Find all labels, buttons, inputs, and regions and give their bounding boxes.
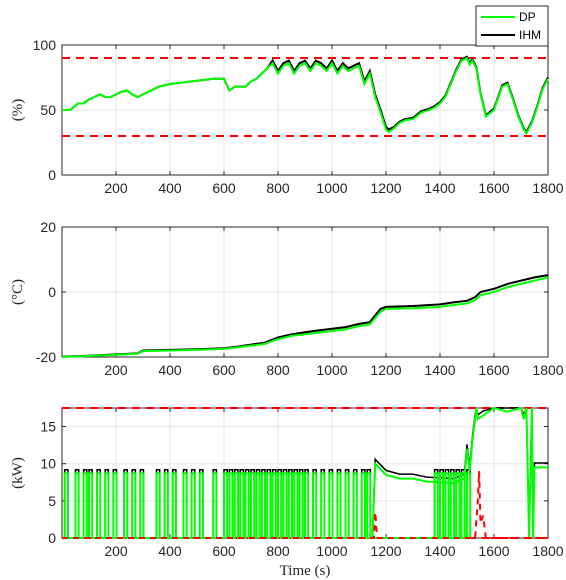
y-tick-label: 20 [40,219,56,235]
x-tick-label: 1600 [478,362,509,378]
y-tick-label: -20 [36,349,56,365]
x-tick-label: 200 [104,362,128,378]
y-tick-label: 100 [33,37,57,53]
series-red-dashed [62,471,548,539]
x-tick-label: 400 [158,362,182,378]
series-dp-tail [371,406,548,539]
legend-box [475,5,549,47]
y-tick-label: 0 [48,530,56,546]
series-dp [62,472,472,539]
x-tick-label: 1800 [532,543,563,559]
x-tick-label: 200 [104,543,128,559]
x-tick-label: 1000 [316,180,347,196]
x-tick-label: 1000 [316,543,347,559]
subplot-2: 200 400 600 800 1000 1200 1400 1600 1800 -20 0 20 (°… [10,219,564,378]
legend: DP IHM [475,5,549,47]
series-ihm [61,274,549,358]
legend-ihm-label: IHM [519,28,541,42]
x-tick-label: 1400 [424,362,455,378]
x-tick-label: 1400 [424,180,455,196]
subplot-1: 200 400 600 800 1000 1200 1400 1600 1800 0 50 100 (%… [10,5,564,196]
x-tick-label: 1600 [478,180,509,196]
x-tick-label: 400 [158,180,182,196]
x-tick-label: 200 [104,180,128,196]
x-tick-label: 600 [212,362,236,378]
series-dp [61,276,549,358]
x-tick-label: 800 [266,543,290,559]
x-tick-label: 1600 [478,543,509,559]
y-tick-label: 15 [40,419,56,435]
x-tick-label: 1400 [424,543,455,559]
x-tick-label: 1200 [370,180,401,196]
y-axis-label: (%) [10,99,26,122]
subplot-3: 200 400 600 800 1000 1200 1400 1600 1800 0 5 10 15 (k… [10,406,564,579]
y-tick-label: 5 [48,493,56,509]
series-dp [62,56,549,136]
y-axis-label: (kW) [10,457,26,489]
x-tick-label: 800 [266,180,290,196]
x-tick-label: 400 [158,543,182,559]
x-tick-label: 600 [212,543,236,559]
x-axis-label: Time (s) [280,563,331,579]
x-tick-label: 600 [212,180,236,196]
y-tick-label: 50 [40,102,56,118]
y-tick-label: 0 [48,167,56,183]
y-tick-label: 10 [40,456,56,472]
x-tick-label: 1000 [316,362,347,378]
x-tick-label: 1200 [370,362,401,378]
x-tick-label: 800 [266,362,290,378]
y-axis-label: (°C) [10,279,26,305]
x-tick-label: 1800 [532,180,563,196]
x-tick-label: 1800 [532,362,563,378]
x-tick-label: 1200 [370,543,401,559]
y-tick-label: 0 [48,284,56,300]
legend-dp-label: DP [519,10,536,24]
